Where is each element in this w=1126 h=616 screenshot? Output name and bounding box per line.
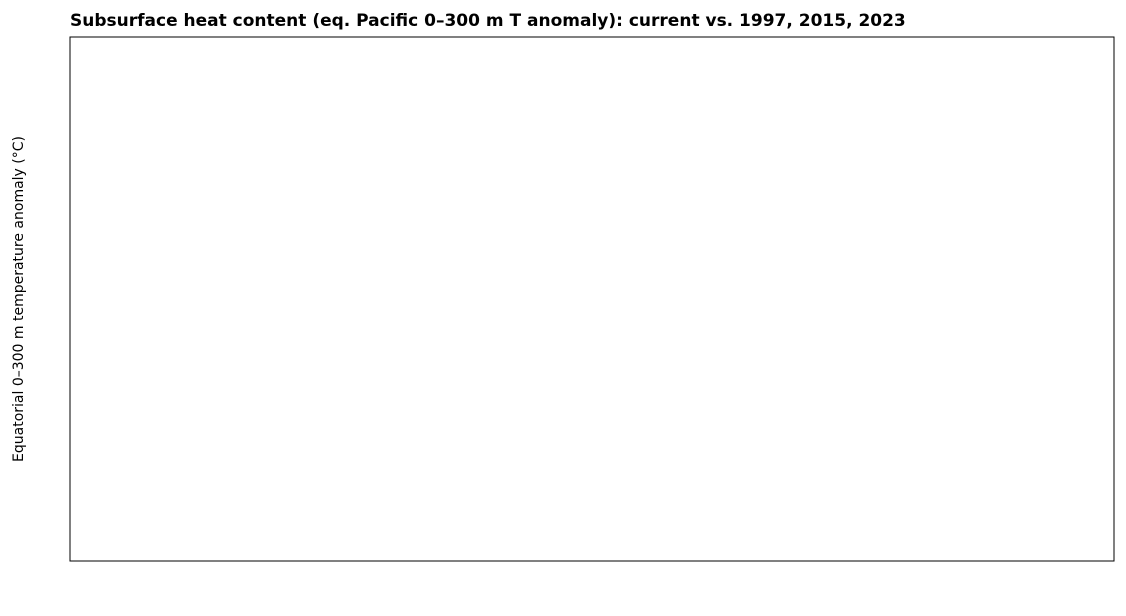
chart-title: Subsurface heat content (eq. Pacific 0–3… — [70, 11, 906, 31]
plot-frame — [69, 36, 1115, 562]
y-axis-label: Equatorial 0–300 m temperature anomaly (… — [11, 136, 27, 462]
